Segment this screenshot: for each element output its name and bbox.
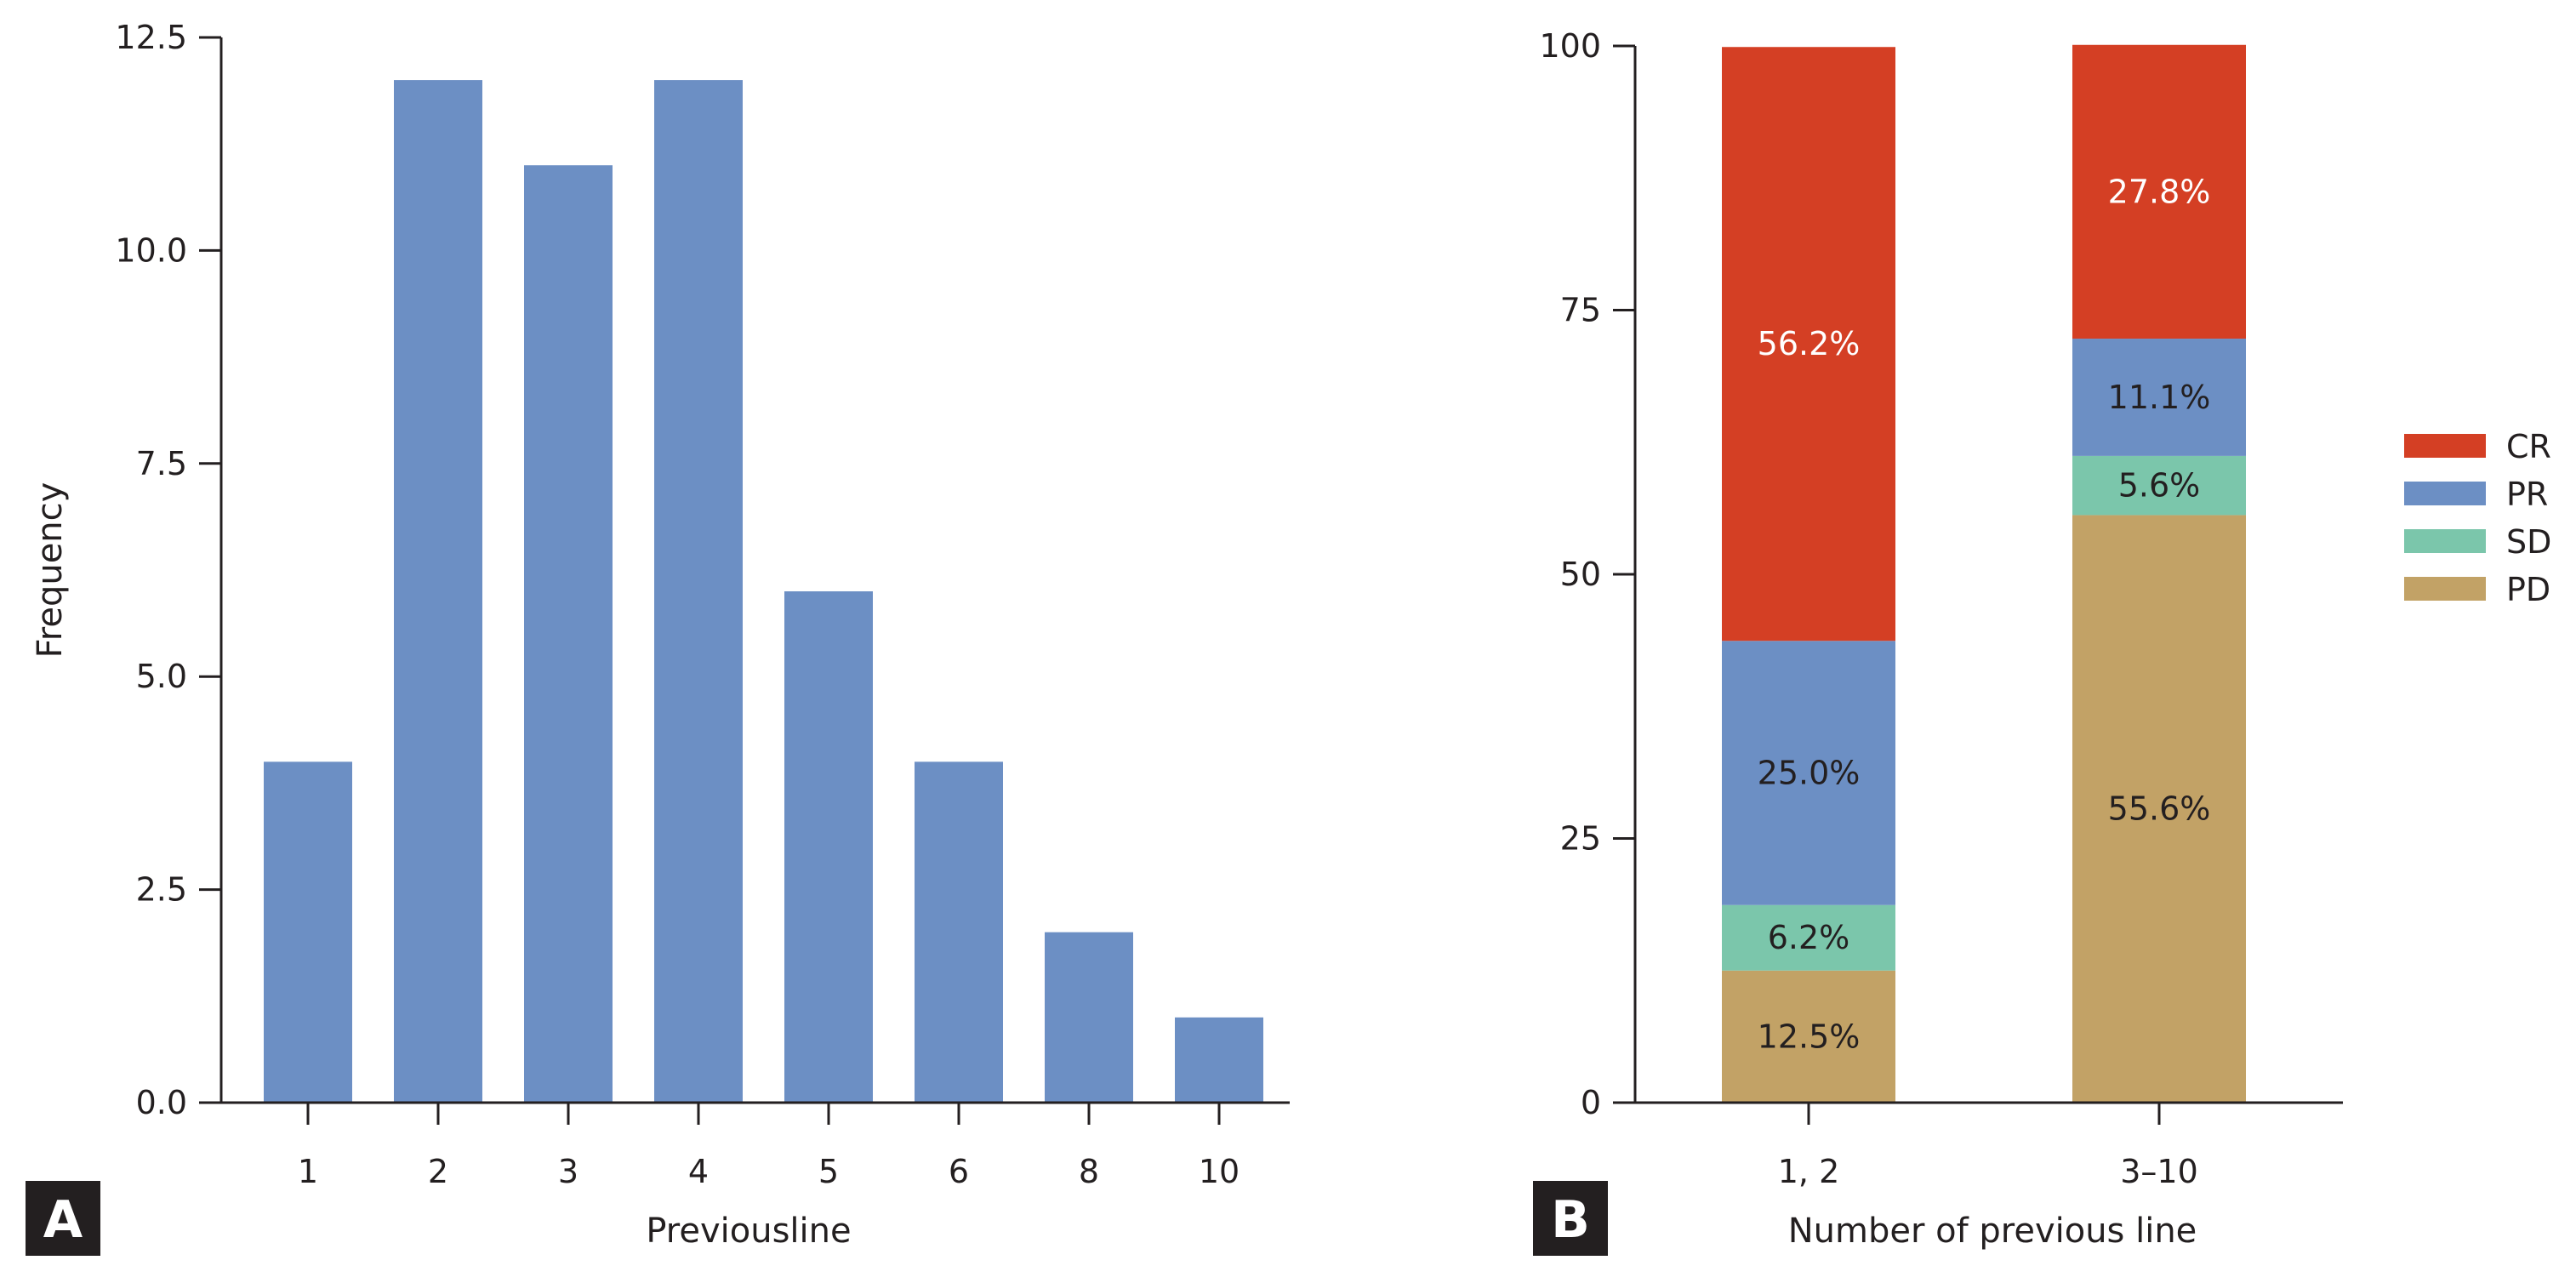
panel-b-x-axis-title: Number of previous line xyxy=(1788,1212,2197,1251)
panel-b-segment-pr xyxy=(1722,641,1895,905)
panel-b-chart: 12.5% 6.2% 25.0% 56.2% 55.6% 5.6% 11.1% 27.8% 0… xyxy=(1533,27,2551,1256)
panel-a-bar xyxy=(1175,1017,1263,1103)
panel-b-segment-pr xyxy=(2072,339,2246,456)
panel-a-x-tick-label: 1 xyxy=(298,1153,318,1190)
panel-b-letter-box xyxy=(1533,1181,1608,1256)
panel-a-bar xyxy=(524,165,613,1103)
panel-b-data-label: 11.1% xyxy=(2108,379,2211,416)
panel-a-x-tick-label: 10 xyxy=(1199,1153,1240,1190)
panel-a-letter-box xyxy=(26,1181,100,1256)
legend-swatch-cr xyxy=(2404,434,2486,458)
panel-b-y-tick-label: 100 xyxy=(1539,27,1601,65)
panel-b-letter: B xyxy=(1551,1190,1590,1250)
panel-a-bar xyxy=(1045,932,1133,1103)
legend-label-cr: CR xyxy=(2506,428,2551,465)
panel-b-data-label: 56.2% xyxy=(1758,325,1861,362)
legend-swatch-pd xyxy=(2404,577,2486,601)
panel-b-x-ticks: 1, 2 3–10 xyxy=(1778,1103,2198,1190)
panel-a-x-tick-label: 6 xyxy=(949,1153,969,1190)
panel-b-data-label: 55.6% xyxy=(2108,790,2211,828)
panel-b-data-label: 25.0% xyxy=(1758,754,1861,791)
panel-a-y-tick-label: 5.0 xyxy=(136,658,187,695)
panel-a-bar xyxy=(264,761,352,1103)
panel-a-y-tick-label: 12.5 xyxy=(115,19,187,56)
panel-a-bar xyxy=(654,80,743,1103)
panel-a-x-ticks: 1 2 3 4 5 6 8 10 xyxy=(298,1103,1240,1190)
panel-a-y-axis-title: Frequency xyxy=(31,482,70,659)
panel-a-x-tick-label: 4 xyxy=(688,1153,709,1190)
panel-b-y-tick-label: 50 xyxy=(1560,556,1601,593)
legend-swatch-sd xyxy=(2404,529,2486,553)
legend-label-pr: PR xyxy=(2506,476,2548,513)
legend-label-pd: PD xyxy=(2506,571,2550,608)
panel-b-data-label: 27.8% xyxy=(2108,173,2211,210)
panel-a-bar xyxy=(915,761,1003,1103)
panel-b-segment-pd xyxy=(1722,970,1895,1103)
panel-b-segment-sd xyxy=(2072,455,2246,516)
panel-b-segment-pd xyxy=(2072,515,2246,1103)
panel-a-y-tick-label: 0.0 xyxy=(136,1084,187,1121)
panel-a-y-tick-label: 10.0 xyxy=(115,231,187,269)
panel-a-letter: A xyxy=(43,1190,83,1250)
panel-a-y-tick-label: 7.5 xyxy=(136,445,187,482)
legend-label-sd: SD xyxy=(2506,523,2551,561)
panel-b-data-label: 5.6% xyxy=(2118,467,2201,505)
panel-b-y-tick-label: 25 xyxy=(1560,820,1601,858)
panel-b-y-tick-label: 75 xyxy=(1560,292,1601,329)
panel-a-y-ticks: 0.0 2.5 5.0 7.5 10.0 12.5 xyxy=(115,19,221,1121)
panel-b-stacked-bars: 12.5% 6.2% 25.0% 56.2% 55.6% 5.6% 11.1% 27.8% xyxy=(1722,44,2246,1103)
panel-a-x-tick-label: 5 xyxy=(818,1153,839,1190)
panel-b-y-ticks: 0 25 50 75 100 xyxy=(1539,27,1635,1121)
panel-a-bars xyxy=(264,80,1263,1103)
panel-a-chart: 0.0 2.5 5.0 7.5 10.0 12.5 1 2 3 4 5 6 8 10 Frequency… xyxy=(26,19,1290,1256)
panel-b-legend: CR PR SD PD xyxy=(2404,428,2551,608)
panel-a-x-axis-title: Previousline xyxy=(646,1212,851,1251)
panel-b-x-tick-label: 1, 2 xyxy=(1778,1153,1840,1190)
panel-a-y-tick-label: 2.5 xyxy=(136,871,187,909)
panel-a-bar xyxy=(784,591,873,1103)
panel-a-bar xyxy=(394,80,482,1103)
panel-b-segment-cr xyxy=(1722,47,1895,642)
panel-b-y-tick-label: 0 xyxy=(1581,1084,1601,1121)
panel-b-data-label: 6.2% xyxy=(1768,919,1850,956)
panel-b-data-label: 12.5% xyxy=(1758,1018,1861,1055)
panel-a-x-tick-label: 8 xyxy=(1079,1153,1099,1190)
legend-swatch-pr xyxy=(2404,482,2486,505)
panel-a-x-tick-label: 3 xyxy=(558,1153,578,1190)
panel-b-x-tick-label: 3–10 xyxy=(2120,1153,2198,1190)
panel-b-segment-cr xyxy=(2072,44,2246,339)
panel-a-x-tick-label: 2 xyxy=(428,1153,448,1190)
panel-b-segment-sd xyxy=(1722,904,1895,971)
